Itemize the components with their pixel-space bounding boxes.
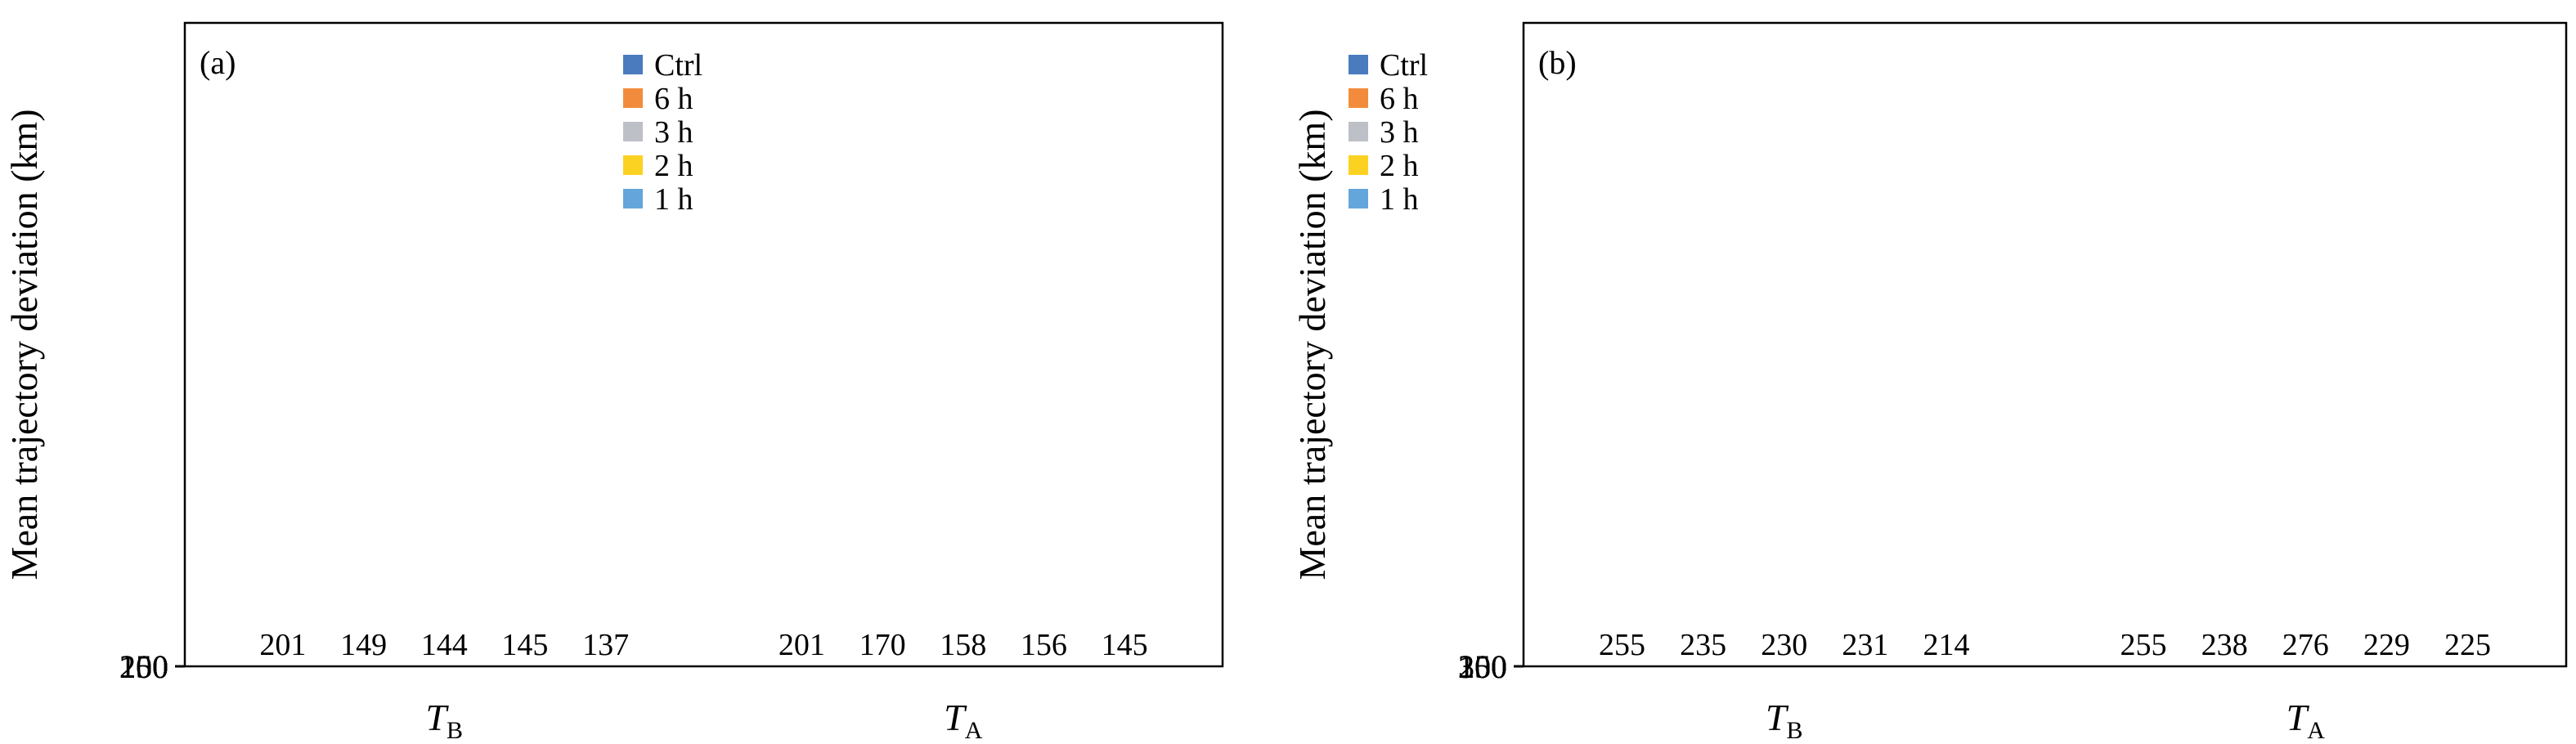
- chart-b-data-label-1-1: 238: [2201, 628, 2248, 662]
- chart-b-category-label-0: TB: [1766, 697, 1803, 744]
- chart-b-data-label-1-3: 229: [2363, 628, 2410, 662]
- chart-b-data-label-1-4: 225: [2444, 628, 2491, 662]
- chart-a-legend-swatch-2: [623, 122, 643, 141]
- chart-b-y-tick-label-3: 150: [1458, 648, 1507, 685]
- chart-a-y-tick-label-2: 100: [119, 648, 168, 685]
- chart-panel-b: 0 50 100 150 200 250 300 Mean trajectory deviat…: [1288, 0, 2576, 744]
- chart-b-data-label-0-0: 255: [1599, 628, 1645, 662]
- chart-a-legend-label-3: 2 h: [654, 149, 693, 183]
- chart-b-panel-label: (b): [1538, 44, 1577, 81]
- chart-b-legend-swatch-0: [1349, 55, 1368, 74]
- chart-b-category-label-1: TA: [2287, 697, 2326, 744]
- chart-a-legend-swatch-4: [623, 189, 643, 208]
- chart-b-y-tick-label-0: 0: [1491, 648, 1507, 685]
- chart-a-data-label-0-3: 145: [501, 628, 548, 662]
- chart-b-legend-label-0: Ctrl: [1380, 48, 1428, 83]
- chart-a-category-label-1: TA: [944, 697, 983, 744]
- chart-b-data-label-1-0: 255: [2120, 628, 2166, 662]
- chart-b-y-tick-label-6: 300: [1458, 648, 1507, 685]
- chart-a-legend-label-1: 6 h: [654, 82, 693, 116]
- chart-b-legend-label-2: 3 h: [1380, 115, 1419, 150]
- chart-a-legend-swatch-0: [623, 55, 643, 74]
- chart-b-data-label-0-1: 235: [1680, 628, 1726, 662]
- chart-a-legend-label-2: 3 h: [654, 115, 693, 150]
- chart-b-legend-swatch-2: [1349, 122, 1368, 141]
- chart-b-data-label-0-3: 231: [1842, 628, 1888, 662]
- chart-b-legend-label-4: 1 h: [1380, 182, 1419, 217]
- chart-b-plot-frame: [1522, 21, 2568, 668]
- chart-a-data-label-0-2: 144: [421, 628, 468, 662]
- chart-a-y-tick-label-1: 50: [136, 648, 168, 685]
- chart-b-legend-label-1: 6 h: [1380, 82, 1419, 116]
- chart-a-category-label-0: TB: [425, 697, 463, 744]
- chart-b-y-tick-label-4: 200: [1458, 648, 1507, 685]
- chart-a-data-label-0-1: 149: [340, 628, 387, 662]
- chart-a-legend-swatch-1: [623, 88, 643, 108]
- chart-a-data-label-0-4: 137: [582, 628, 629, 662]
- chart-b-legend-swatch-1: [1349, 88, 1368, 108]
- chart-a-legend-label-4: 1 h: [654, 182, 693, 217]
- chart-panel-a: 0 50 100 150 200 250 Mean trajectory deviation…: [3, 21, 1224, 744]
- chart-b-y-axis-label: Mean trajectory deviation (km): [1291, 109, 1333, 580]
- chart-a-legend-swatch-3: [623, 155, 643, 175]
- chart-a-panel-label: (a): [200, 44, 236, 81]
- chart-a-y-axis-label: Mean trajectory deviation (km): [3, 109, 45, 580]
- chart-a-legend-label-0: Ctrl: [654, 48, 702, 83]
- chart-b-legend-label-3: 2 h: [1380, 149, 1419, 183]
- chart-b-y-tick-label-2: 100: [1458, 648, 1507, 685]
- chart-a-plot-frame: [183, 21, 1224, 668]
- chart-b-data-label-1-2: 276: [2282, 628, 2329, 662]
- chart-b-y-tick-label-1: 50: [1474, 648, 1507, 685]
- chart-b-data-label-0-2: 230: [1761, 628, 1807, 662]
- chart-b-legend-swatch-4: [1349, 189, 1368, 208]
- chart-a-y-tick-label-0: 0: [152, 648, 168, 685]
- chart-a-data-label-1-2: 158: [940, 628, 986, 662]
- chart-a-y-tick-label-4: 200: [119, 648, 168, 685]
- chart-a-data-label-0-0: 201: [259, 628, 306, 662]
- chart-b-legend-swatch-3: [1349, 155, 1368, 175]
- chart-a-data-label-1-3: 156: [1021, 628, 1067, 662]
- chart-a-y-tick-label-3: 150: [119, 648, 168, 685]
- chart-a-data-label-1-4: 145: [1102, 628, 1148, 662]
- chart-a-data-label-1-1: 170: [859, 628, 906, 662]
- chart-a-data-label-1-0: 201: [779, 628, 825, 662]
- chart-b-data-label-0-4: 214: [1923, 628, 1970, 662]
- chart-a-y-tick-label-5: 250: [119, 648, 168, 685]
- chart-b-y-tick-label-5: 250: [1458, 648, 1507, 685]
